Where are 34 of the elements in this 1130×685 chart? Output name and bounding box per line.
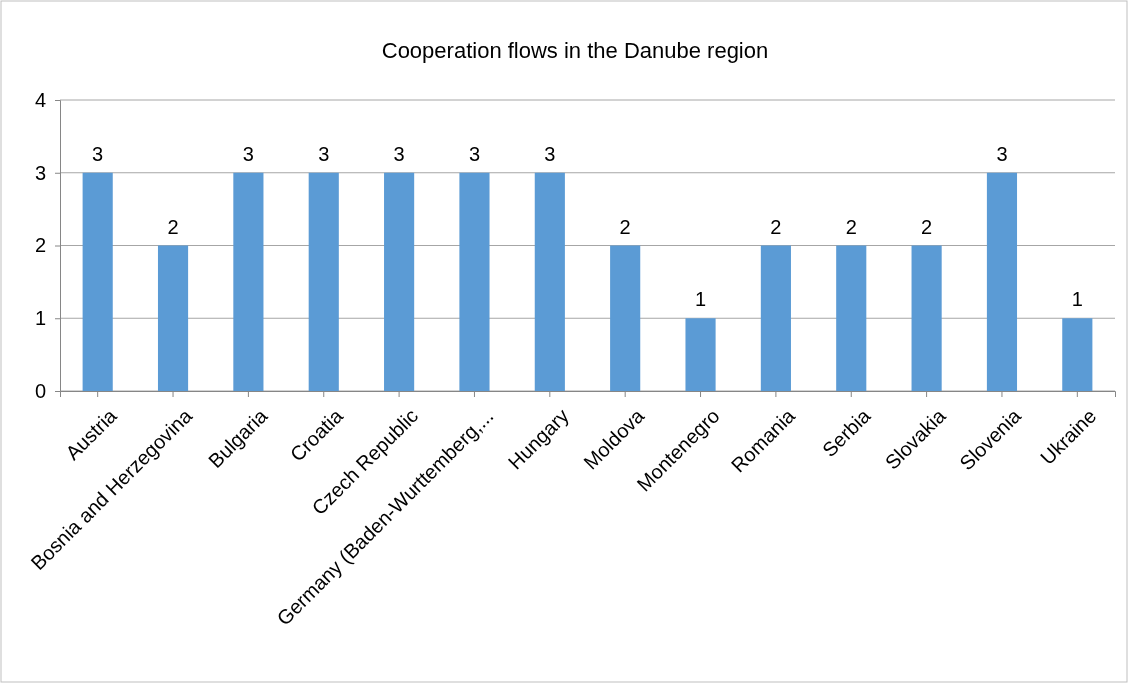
data-label: 3 (468, 142, 481, 165)
data-label: 3 (92, 142, 104, 165)
bar (836, 245, 867, 391)
data-label: 3 (544, 142, 556, 165)
y-tick-label: 2 (34, 234, 46, 257)
bar (534, 172, 565, 391)
data-label: 2 (845, 215, 857, 238)
y-tick-label: 0 (34, 379, 46, 402)
bar (82, 172, 113, 391)
data-label: 2 (770, 215, 782, 238)
bar (986, 172, 1018, 391)
data-label: 3 (393, 142, 405, 165)
data-label: 2 (619, 215, 631, 238)
data-label: 3 (318, 142, 330, 165)
data-label: 1 (694, 288, 707, 311)
bar (308, 172, 339, 391)
bar (760, 245, 791, 391)
data-label: 2 (167, 215, 179, 238)
bar (459, 172, 490, 391)
bar (911, 245, 942, 391)
bar (233, 172, 264, 391)
chart-title: Cooperation flows in the Danube region (381, 38, 769, 63)
bar (157, 245, 189, 391)
data-label: 1 (1071, 288, 1083, 311)
y-tick-label: 4 (34, 88, 46, 111)
y-tick-label: 1 (34, 307, 46, 330)
data-label: 3 (242, 142, 254, 165)
bar (384, 172, 415, 391)
data-label: 2 (921, 215, 933, 238)
bar (610, 245, 641, 391)
data-label: 3 (996, 142, 1008, 165)
bar (1062, 318, 1093, 391)
y-tick-label: 3 (34, 161, 46, 184)
bar (685, 318, 716, 391)
